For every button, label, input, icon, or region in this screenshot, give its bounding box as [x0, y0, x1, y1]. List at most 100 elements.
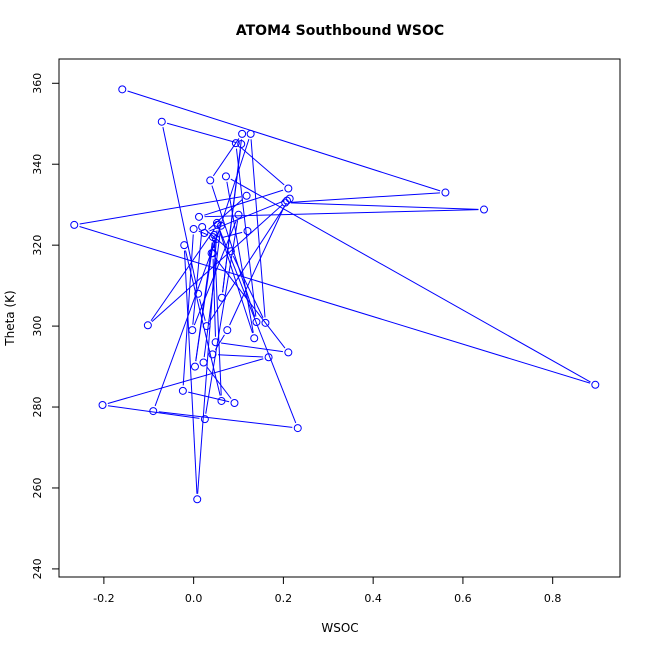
- data-point: [234, 210, 243, 219]
- data-point: [281, 198, 290, 207]
- series-segment: [158, 411, 293, 428]
- series-line-group: [79, 90, 591, 494]
- y-axis-label: Theta (K): [3, 290, 17, 346]
- data-point: [237, 139, 246, 148]
- series-segment: [192, 232, 203, 325]
- series-segment: [162, 127, 198, 289]
- data-point: [250, 334, 259, 343]
- data-point: [284, 184, 293, 193]
- data-point: [226, 247, 235, 256]
- series-segment: [204, 209, 479, 218]
- series-segment: [205, 220, 239, 414]
- plot-frame: [58, 58, 621, 578]
- data-point: [190, 362, 199, 371]
- x-tick-label: -0.2: [93, 592, 114, 605]
- y-tick-label: 240: [31, 558, 44, 579]
- series-segment: [151, 203, 284, 322]
- data-point: [210, 231, 219, 240]
- chart-title: ATOM4 Southbound WSOC: [236, 23, 444, 39]
- data-point: [284, 348, 293, 357]
- data-point: [211, 338, 220, 347]
- data-point: [285, 194, 294, 203]
- y-tick-label: 300: [31, 316, 44, 337]
- series-segment: [211, 185, 256, 317]
- series-segment: [166, 122, 237, 143]
- series-segment: [214, 257, 286, 349]
- y-tick-label: 260: [31, 477, 44, 498]
- series-segment: [235, 148, 257, 317]
- data-point: [98, 401, 107, 410]
- data-point: [246, 129, 255, 138]
- series-segment: [195, 240, 214, 362]
- data-point: [199, 358, 208, 367]
- series-segment: [230, 178, 591, 383]
- y-tick-label: 320: [31, 235, 44, 256]
- series-segment: [213, 244, 216, 248]
- data-point: [189, 224, 198, 233]
- data-point: [238, 129, 247, 138]
- series-segment: [217, 354, 264, 358]
- series-segment: [79, 196, 242, 225]
- series-segment: [154, 230, 220, 407]
- x-tick-label: 0.6: [454, 592, 472, 605]
- data-point: [149, 407, 158, 416]
- series-segment: [229, 205, 286, 326]
- x-axis-label: WSOC: [321, 621, 358, 635]
- data-point: [223, 326, 232, 335]
- data-point: [252, 318, 261, 327]
- data-point: [217, 293, 226, 302]
- series-segment: [226, 181, 254, 333]
- data-point: [188, 326, 197, 335]
- data-point: [230, 398, 239, 407]
- series-segment: [127, 90, 441, 192]
- data-point: [212, 235, 221, 244]
- data-point: [591, 380, 600, 389]
- y-axis: 240 260 280 300 320 340 360: [31, 73, 60, 579]
- data-point: [193, 495, 202, 504]
- x-tick-label: 0.2: [275, 592, 293, 605]
- data-point: [264, 353, 273, 362]
- series-segment: [209, 200, 285, 232]
- series-segment: [290, 202, 479, 210]
- x-tick-label: 0.4: [364, 592, 382, 605]
- data-point: [118, 85, 127, 94]
- data-point: [208, 350, 217, 359]
- series-segment: [206, 366, 232, 399]
- data-point: [293, 424, 302, 433]
- data-point: [195, 212, 204, 221]
- y-tick-label: 280: [31, 397, 44, 418]
- data-point: [242, 191, 251, 200]
- data-point: [231, 139, 240, 148]
- data-point: [70, 220, 79, 229]
- series-segment: [290, 192, 440, 203]
- data-point: [200, 415, 209, 424]
- data-point: [282, 196, 291, 205]
- series-segment: [107, 405, 200, 419]
- series-segment: [232, 255, 264, 319]
- data-point: [202, 322, 211, 331]
- series-segment: [198, 230, 209, 236]
- series-segment: [239, 146, 285, 186]
- y-tick-label: 340: [31, 154, 44, 175]
- series-segment: [204, 189, 284, 216]
- series-segment: [182, 234, 194, 386]
- series-segment: [212, 138, 240, 177]
- data-point: [178, 386, 187, 395]
- series-segment: [150, 229, 215, 322]
- x-tick-label: 0.8: [544, 592, 562, 605]
- data-point: [143, 321, 152, 330]
- x-axis: -0.2 0.0 0.2 0.4 0.6 0.8: [93, 576, 562, 605]
- data-point: [217, 221, 226, 230]
- data-point: [180, 241, 189, 250]
- y-tick-label: 360: [31, 73, 44, 94]
- series-segment: [107, 358, 264, 404]
- series-segment: [221, 342, 283, 353]
- x-tick-label: 0.0: [185, 592, 203, 605]
- data-point: [217, 396, 226, 405]
- data-point: [198, 222, 207, 231]
- series-segment: [185, 250, 221, 396]
- series-segment: [79, 226, 591, 384]
- data-point: [213, 220, 222, 229]
- data-point: [441, 188, 450, 197]
